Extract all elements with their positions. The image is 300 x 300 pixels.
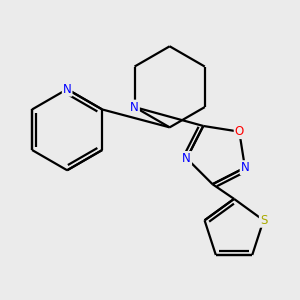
Text: N: N [130,100,139,114]
Text: O: O [235,125,244,138]
Text: N: N [63,83,71,96]
Text: N: N [182,152,191,165]
Text: S: S [260,214,267,227]
Text: N: N [241,161,249,174]
